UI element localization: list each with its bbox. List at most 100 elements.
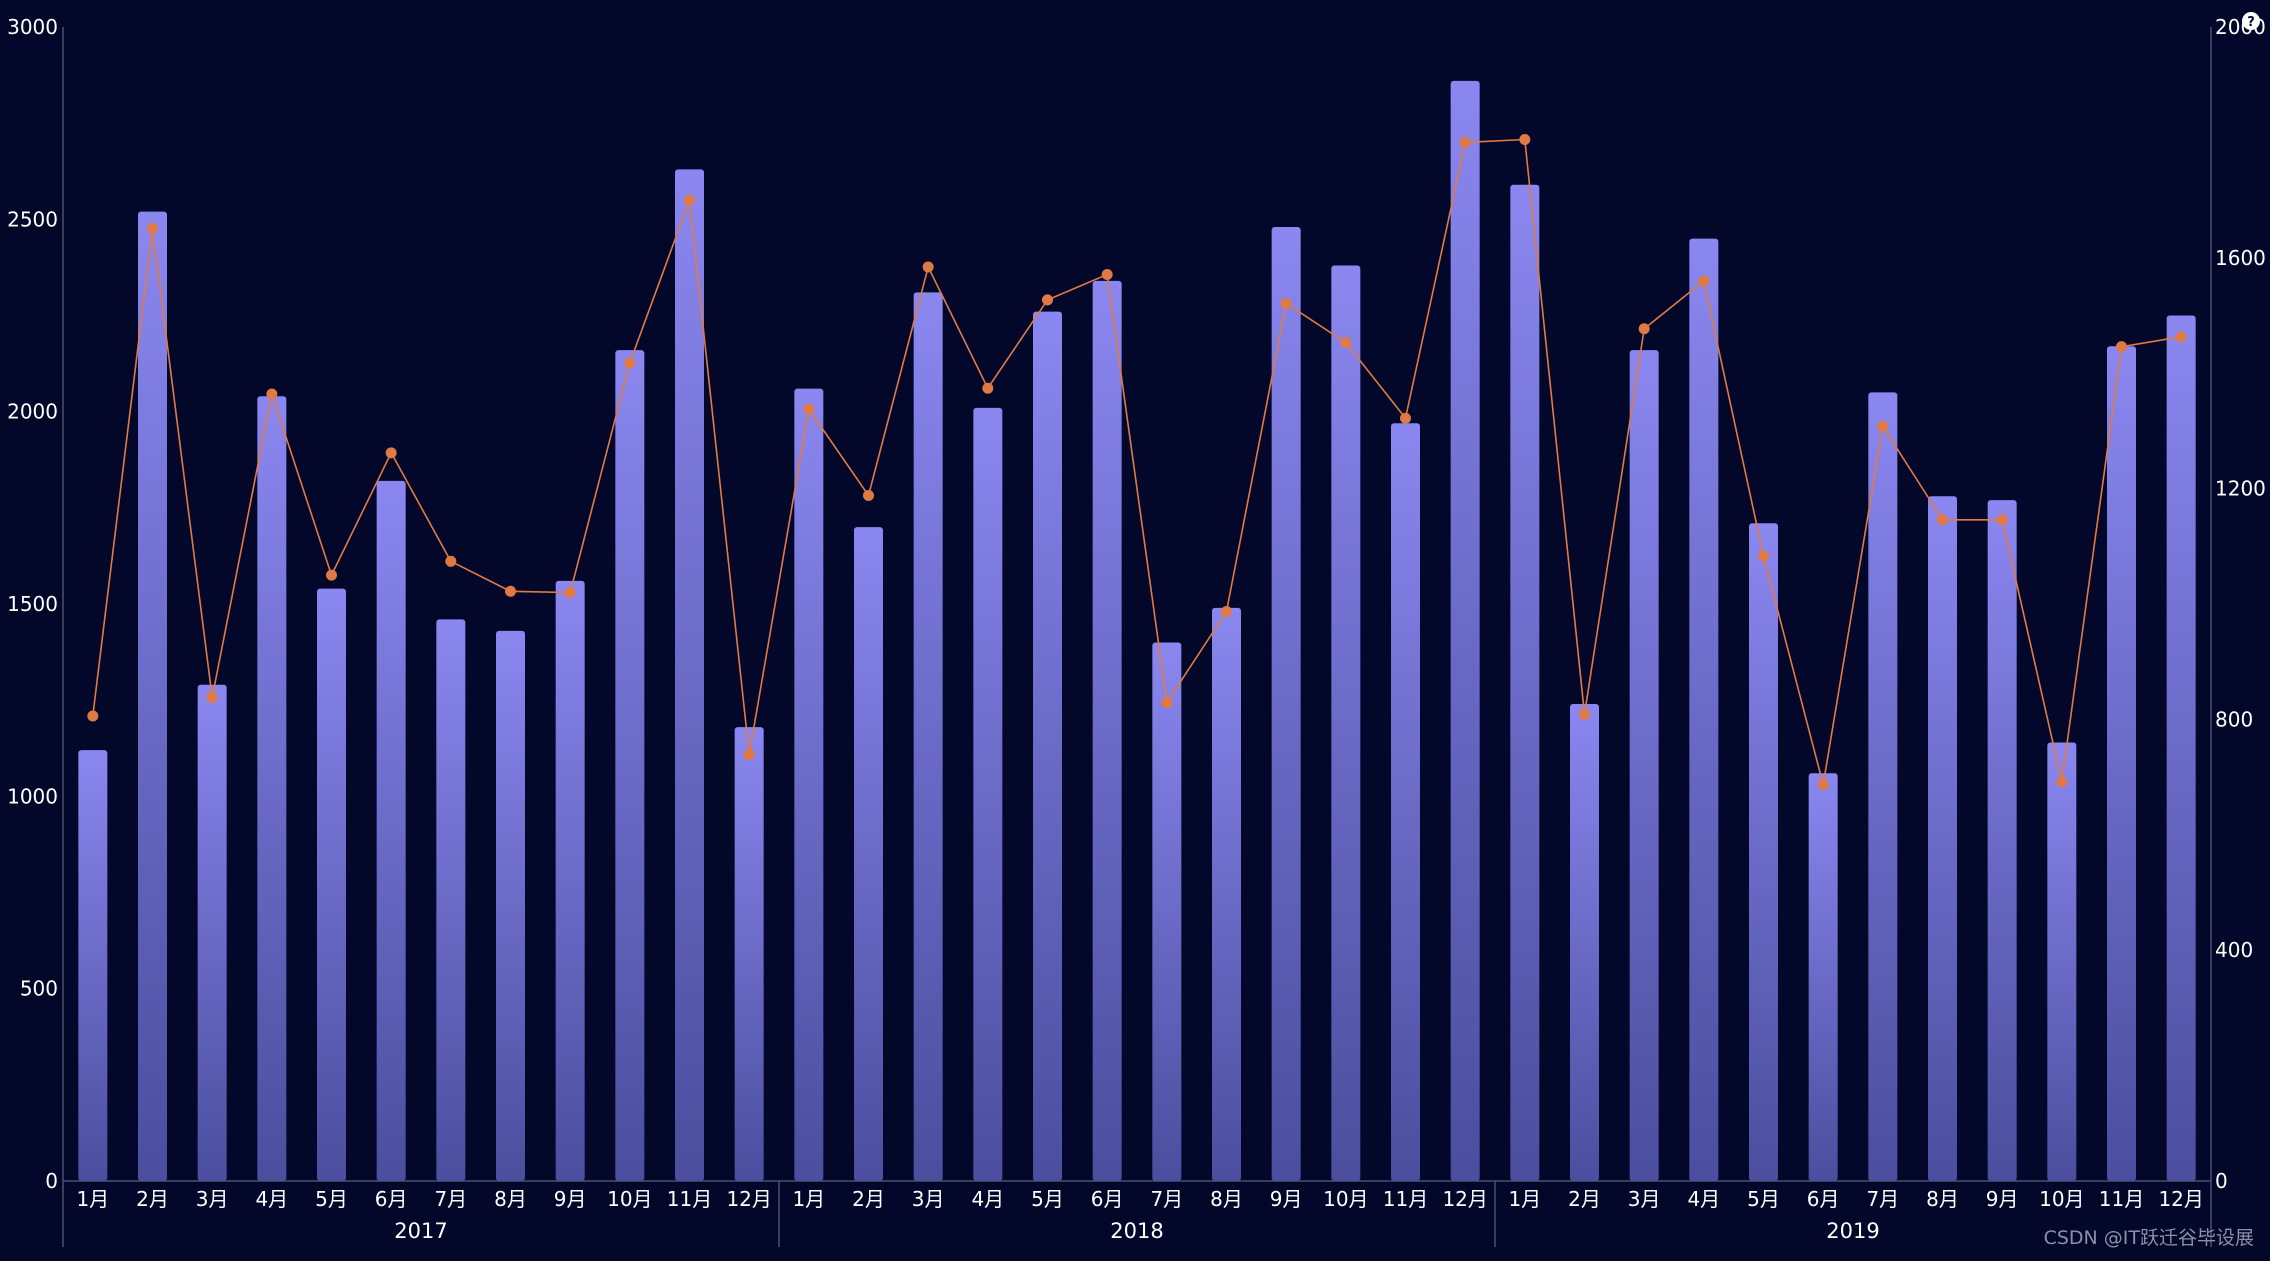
watermark: CSDN @IT跃迁谷毕设展 — [2044, 1227, 2254, 1249]
line-point[interactable] — [1817, 779, 1829, 791]
x-tick-label: 2月 — [1568, 1187, 1601, 1211]
line-point[interactable] — [2175, 331, 2187, 343]
help-icon[interactable]: ? — [2242, 12, 2260, 30]
bar — [794, 388, 824, 1181]
line-point[interactable] — [564, 586, 576, 598]
x-tick-label: 4月 — [255, 1187, 288, 1211]
x-tick-label: 4月 — [1687, 1187, 1720, 1211]
x-tick-label: 10月 — [607, 1187, 652, 1211]
line-point[interactable] — [326, 569, 337, 581]
line-point[interactable] — [147, 222, 158, 234]
bar — [1510, 184, 1540, 1182]
line-point[interactable] — [1877, 420, 1889, 432]
x-tick-label: 9月 — [1270, 1187, 1303, 1211]
bar — [973, 407, 1003, 1181]
x-tick-label: 1月 — [792, 1187, 825, 1211]
line-point[interactable] — [1758, 550, 1769, 562]
line-point[interactable] — [206, 691, 218, 703]
line-point[interactable] — [505, 585, 516, 597]
line-point[interactable] — [1101, 269, 1113, 281]
bar — [1212, 607, 1241, 1181]
x-tick-label: 7月 — [1866, 1187, 1899, 1211]
line-point[interactable] — [863, 490, 874, 502]
line-point[interactable] — [2056, 776, 2068, 788]
x-tick-label: 2月 — [136, 1187, 169, 1211]
svg-text:?: ? — [2247, 15, 2255, 30]
bar — [675, 169, 704, 1181]
line-point[interactable] — [1698, 275, 1710, 287]
x-tick-label: 3月 — [912, 1187, 945, 1211]
line-point[interactable] — [1996, 514, 2008, 526]
x-tick-label: 1月 — [1508, 1187, 1541, 1211]
bar — [1092, 280, 1122, 1181]
line-point[interactable] — [445, 555, 457, 567]
line-point[interactable] — [1579, 708, 1590, 720]
line-point[interactable] — [684, 194, 695, 206]
line-point[interactable] — [87, 710, 99, 722]
bar — [1152, 642, 1182, 1181]
line-point[interactable] — [385, 447, 397, 459]
bar — [1331, 265, 1361, 1181]
bar — [1928, 496, 1957, 1181]
line-point[interactable] — [1638, 323, 1650, 335]
line-point[interactable] — [743, 749, 755, 761]
x-tick-label: 2月 — [852, 1187, 885, 1211]
x-tick-label: 10月 — [1323, 1187, 1368, 1211]
bar — [317, 588, 346, 1181]
x-tick-label: 6月 — [375, 1187, 408, 1211]
bar — [2107, 346, 2136, 1182]
line-point[interactable] — [982, 382, 994, 394]
line-point[interactable] — [1459, 136, 1471, 148]
x-tick-label: 3月 — [1628, 1187, 1661, 1211]
bar — [1450, 80, 1480, 1182]
line-point[interactable] — [624, 357, 636, 369]
y-right-tick-label: 400 — [2215, 938, 2253, 962]
x-tick-label: 3月 — [196, 1187, 229, 1211]
bar — [1868, 392, 1898, 1181]
x-tick-label: 8月 — [494, 1187, 527, 1211]
y-right-tick-label: 800 — [2215, 707, 2253, 731]
x-tick-label: 1月 — [76, 1187, 109, 1211]
line-point[interactable] — [1400, 412, 1411, 424]
x-tick-label: 7月 — [434, 1187, 467, 1211]
bar — [615, 350, 645, 1181]
bar — [376, 480, 406, 1181]
x-tick-label: 5月 — [315, 1187, 348, 1211]
line-point[interactable] — [1161, 697, 1173, 709]
bar — [1570, 704, 1599, 1181]
bar — [197, 684, 227, 1181]
x-tick-label: 11月 — [1383, 1187, 1428, 1211]
line-point[interactable] — [1221, 606, 1232, 618]
line-point[interactable] — [266, 388, 278, 400]
line-point[interactable] — [2116, 341, 2127, 353]
bar — [1629, 350, 1659, 1181]
x-tick-label: 4月 — [971, 1187, 1004, 1211]
y-left-tick-label: 3000 — [7, 15, 58, 39]
x-tick-label: 9月 — [554, 1187, 587, 1211]
line-point[interactable] — [803, 403, 815, 415]
bar — [436, 619, 466, 1181]
x-group-label: 2018 — [1110, 1219, 1163, 1243]
line-point[interactable] — [1519, 134, 1531, 146]
bar — [2166, 315, 2196, 1181]
y-left-tick-label: 500 — [20, 977, 58, 1001]
line-point[interactable] — [1937, 514, 1948, 526]
line-point[interactable] — [922, 261, 934, 273]
line-point[interactable] — [1280, 297, 1292, 309]
bar — [1987, 500, 2017, 1181]
bar — [257, 396, 287, 1181]
bar — [1749, 523, 1778, 1181]
x-tick-label: 5月 — [1747, 1187, 1780, 1211]
bar — [734, 727, 764, 1181]
x-tick-label: 8月 — [1926, 1187, 1959, 1211]
x-tick-label: 11月 — [2099, 1187, 2144, 1211]
bar — [1271, 227, 1301, 1181]
line-point[interactable] — [1042, 294, 1053, 306]
x-tick-label: 5月 — [1031, 1187, 1064, 1211]
line-point[interactable] — [1340, 337, 1352, 349]
bar — [496, 630, 525, 1181]
x-tick-label: 8月 — [1210, 1187, 1243, 1211]
x-tick-label: 9月 — [1986, 1187, 2019, 1211]
